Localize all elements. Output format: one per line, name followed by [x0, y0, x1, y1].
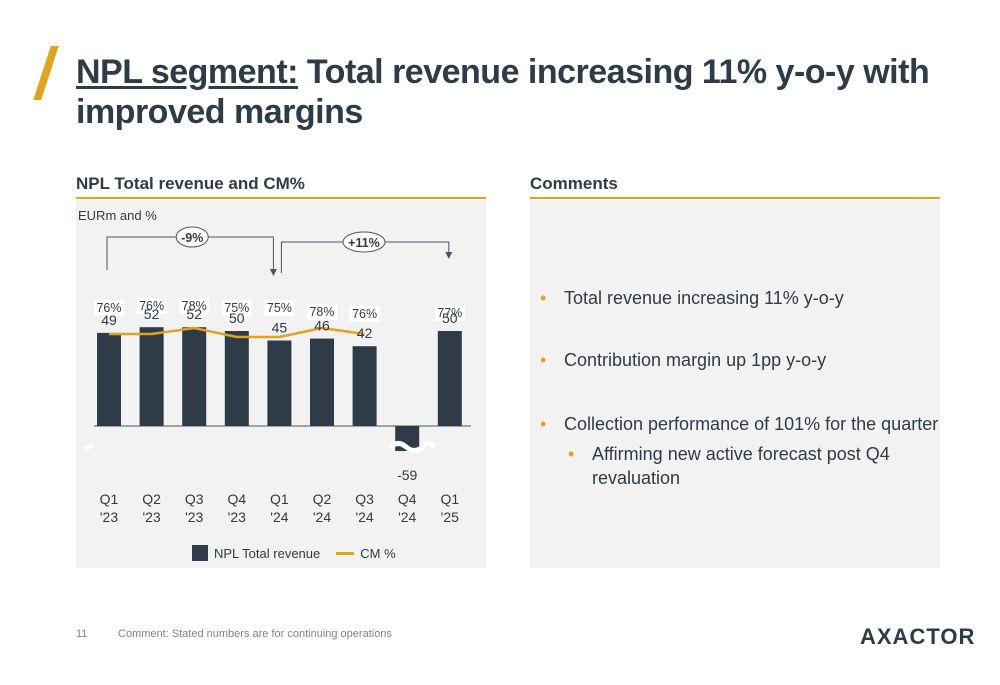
- cm-label: 76%: [352, 307, 377, 321]
- category-label: '24: [270, 509, 288, 525]
- category-label: '23: [228, 509, 246, 525]
- revenue-bar: [139, 327, 164, 426]
- legend-line-label: CM %: [360, 545, 396, 561]
- revenue-bar: [267, 340, 292, 426]
- category-label: Q3: [355, 491, 374, 507]
- chart-legend: NPL Total revenue CM %: [192, 545, 396, 561]
- category-label: Q2: [313, 491, 332, 507]
- revenue-bar: [97, 332, 121, 426]
- cm-label: 75%: [224, 301, 249, 315]
- category-label: Q2: [142, 491, 161, 507]
- cm-label-box: [307, 304, 337, 320]
- comment-item: Total revenue increasing 11% y-o-y: [540, 286, 954, 310]
- value-label: 52: [144, 306, 160, 322]
- category-label: '24: [313, 509, 331, 525]
- cm-label: 76%: [139, 299, 164, 313]
- growth-badge-label: -9%: [181, 231, 203, 245]
- category-label: '24: [355, 509, 373, 525]
- growth-badge-label: +11%: [348, 236, 380, 250]
- revenue-bar: [224, 331, 249, 426]
- chart-section-title: NPL Total revenue and CM%: [76, 174, 305, 193]
- category-label: '24: [398, 509, 416, 525]
- value-label: 42: [357, 325, 373, 341]
- comment-item: Contribution margin up 1pp y-o-y: [540, 348, 954, 372]
- axis-break-mark: [83, 443, 95, 451]
- revenue-bar: [182, 327, 207, 426]
- revenue-bar: [310, 338, 334, 426]
- comments-panel: [530, 200, 940, 568]
- chart-section-rule: [76, 197, 486, 199]
- cm-label-box: [136, 298, 167, 314]
- legend-line-swatch: [336, 551, 355, 555]
- company-logo: AXACTOR: [860, 624, 976, 649]
- chart-unit-label: EURm and %: [78, 208, 157, 223]
- category-label: Q4: [227, 491, 246, 507]
- comments-section-title: Comments: [530, 174, 618, 193]
- legend-bar-label: NPL Total revenue: [214, 545, 321, 561]
- category-label: Q1: [270, 491, 289, 507]
- comment-item: Collection performance of 101% for the q…: [540, 412, 954, 436]
- value-label: 45: [272, 320, 288, 336]
- page-number: 11: [76, 628, 88, 640]
- title-prefix: NPL segment:: [76, 53, 298, 91]
- category-label: Q1: [440, 491, 459, 507]
- value-label: 50: [229, 310, 245, 326]
- value-label: 46: [314, 318, 330, 334]
- growth-badge: [175, 226, 209, 248]
- legend-bar-swatch: [192, 545, 208, 561]
- title-accent-slash: [33, 46, 59, 100]
- category-label: '23: [185, 509, 203, 525]
- category-label: '23: [142, 509, 160, 525]
- comments-section-rule: [530, 197, 940, 199]
- category-label: Q3: [185, 491, 204, 507]
- cm-label-box: [179, 298, 210, 314]
- cm-label: 76%: [96, 301, 121, 315]
- footer-note: Comment: Stated numbers are for continui…: [118, 628, 392, 640]
- growth-badge: [342, 231, 386, 253]
- cm-label: 77%: [437, 306, 462, 320]
- cm-label: 75%: [267, 301, 292, 315]
- value-label: 50: [442, 310, 458, 326]
- category-label: '23: [100, 509, 118, 525]
- value-label: 49: [101, 312, 117, 328]
- revenue-bar: [352, 346, 377, 426]
- cm-line: [109, 326, 365, 339]
- revenue-bar: [437, 331, 462, 426]
- comment-subitem: Affirming new active forecast post Q4 re…: [568, 442, 932, 490]
- cm-label-box: [94, 300, 124, 316]
- cm-label: 78%: [309, 305, 334, 319]
- value-label: -59: [397, 467, 417, 483]
- cm-label-box: [221, 300, 252, 316]
- page-title: NPL segment: Total revenue increasing 11…: [76, 52, 976, 132]
- category-label: Q1: [100, 491, 119, 507]
- cm-label-box: [349, 306, 380, 322]
- cm-label-box: [434, 305, 465, 321]
- category-label: Q4: [398, 491, 417, 507]
- growth-arrow-head: [269, 269, 277, 276]
- growth-arrow-head: [445, 252, 453, 259]
- cm-label-box: [264, 300, 295, 316]
- title-rest: Total revenue increasing 11% y-o-y with …: [76, 53, 930, 131]
- category-label: '25: [441, 509, 459, 525]
- value-label: 52: [186, 306, 202, 322]
- cm-label: 78%: [182, 299, 207, 313]
- revenue-chart: 76% 76% 78% 75% 75% 78% 76% 77% 49 52 52 50 45 46 42 -5…: [83, 226, 471, 525]
- axis-break-mark: [388, 441, 437, 453]
